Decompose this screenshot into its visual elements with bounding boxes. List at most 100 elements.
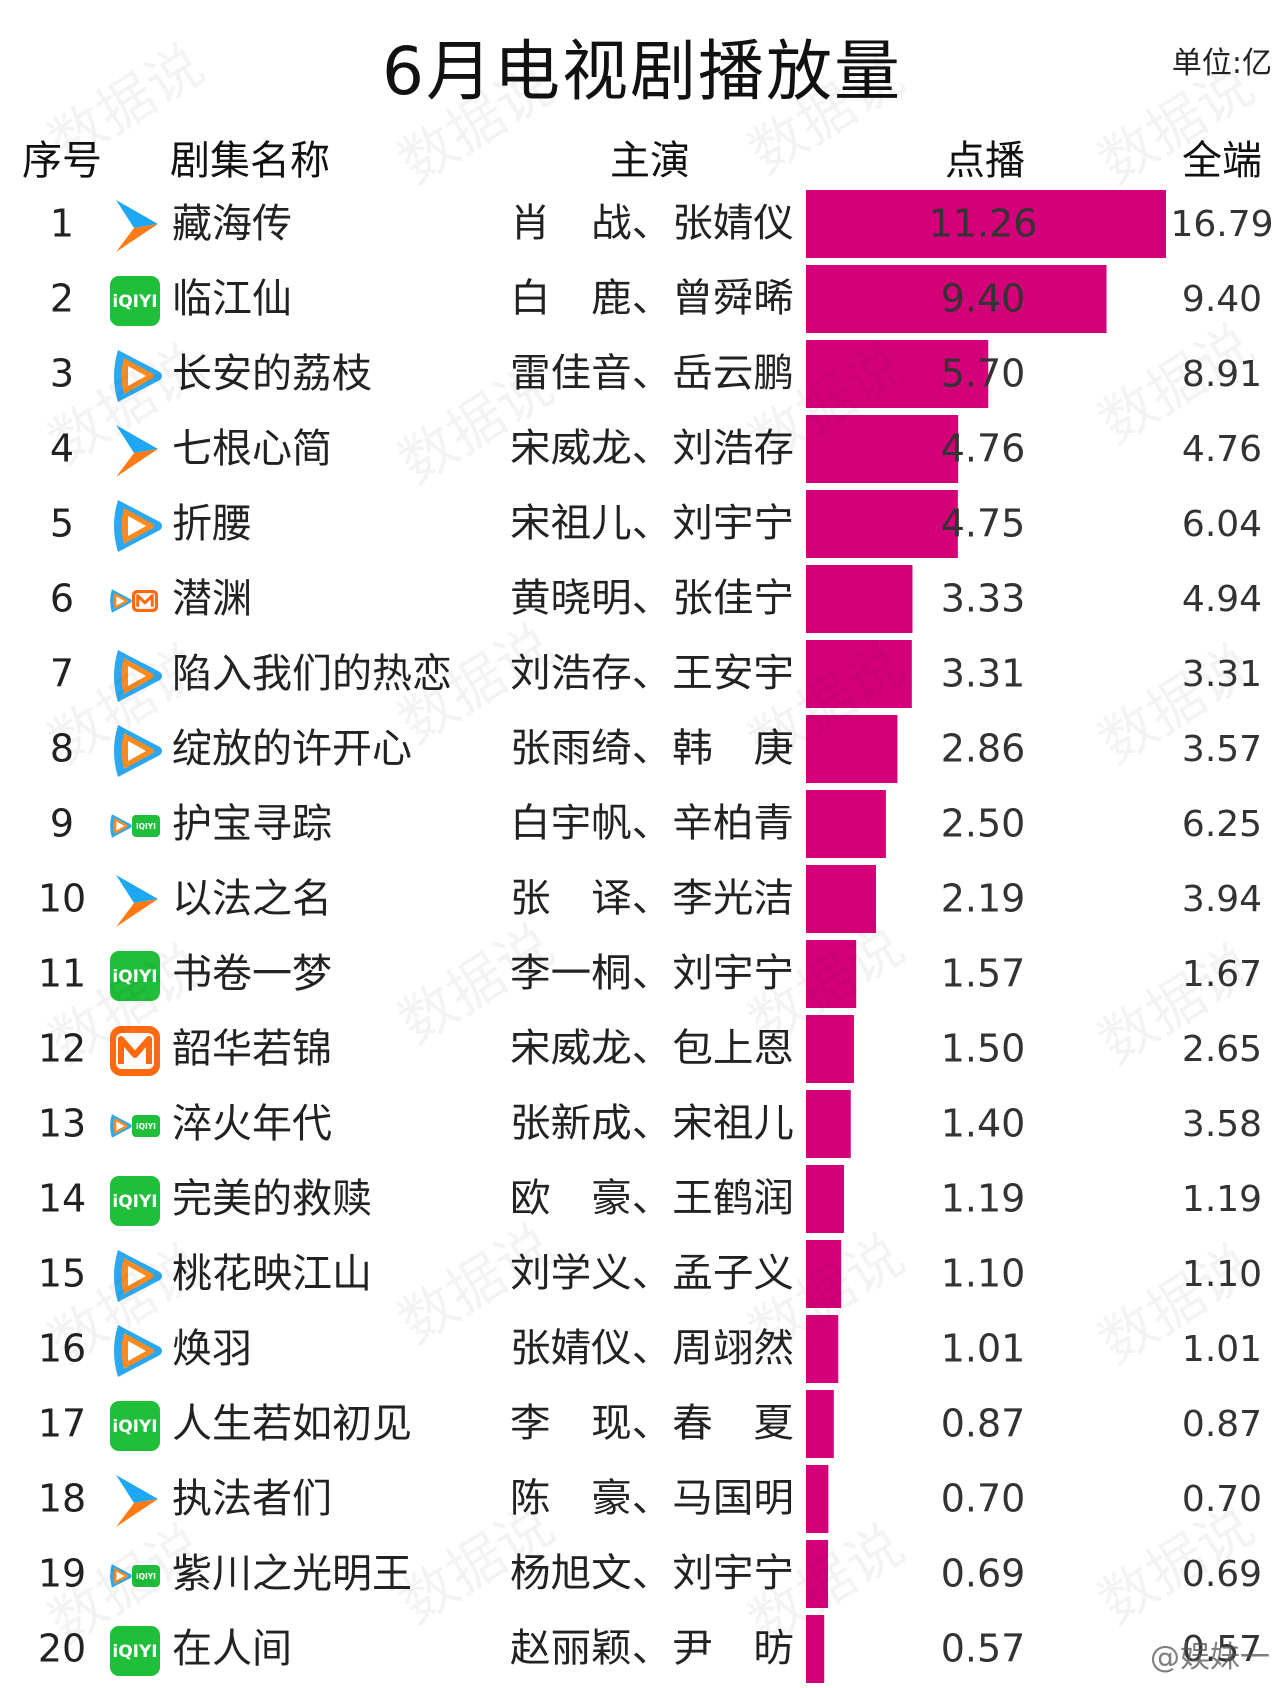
rank-label: 16	[38, 1327, 86, 1371]
total-value-label: 3.57	[1182, 729, 1262, 770]
rank-label: 1	[50, 202, 74, 246]
iqiyi-logo-icon: iQIYI	[110, 1176, 160, 1226]
vod-bar	[806, 340, 989, 408]
vod-value-label: 0.87	[941, 1402, 1026, 1446]
header-name: 剧集名称	[170, 138, 330, 184]
header-total: 全端	[1182, 138, 1262, 184]
vod-bar	[806, 190, 1166, 258]
vod-value-label: 1.50	[941, 1027, 1026, 1071]
vod-value-label: 3.31	[941, 652, 1026, 696]
table-row: iQIYI	[110, 1176, 160, 1226]
table-row	[110, 1026, 160, 1076]
vod-value-label: 2.19	[941, 877, 1026, 921]
drama-name: 陷入我们的热恋	[172, 651, 452, 697]
table-row	[114, 650, 162, 702]
vod-bar	[806, 1390, 834, 1458]
chart-title: 6月电视剧播放量	[382, 33, 902, 110]
cast-label: 白宇帆、辛柏青	[510, 802, 794, 847]
rank-label: 20	[38, 1627, 86, 1671]
cast-label: 肖 战、张婧仪	[510, 202, 794, 247]
weibo-watermark: @娱妹一	[1150, 1640, 1270, 1675]
rank-label: 3	[50, 352, 74, 396]
mango-logo-icon	[110, 1026, 160, 1076]
table-row	[110, 589, 158, 613]
drama-name: 淬火年代	[172, 1101, 332, 1147]
cast-label: 李一桐、刘宇宁	[510, 952, 794, 997]
vod-bar	[806, 1615, 825, 1683]
youku-logo-icon	[116, 875, 158, 927]
tencent-logo-icon	[114, 500, 162, 552]
rank-label: 9	[50, 802, 74, 846]
total-value-label: 0.57	[1182, 1629, 1262, 1670]
rank-label: 11	[38, 952, 86, 996]
rank-label: 6	[50, 577, 74, 621]
cast-label: 宋威龙、包上恩	[510, 1027, 794, 1072]
total-value-label: 0.70	[1182, 1479, 1262, 1520]
vod-value-label: 0.70	[941, 1477, 1026, 1521]
tencent-iqiyi-logo-icon: iQIYI	[110, 1114, 160, 1138]
total-value-label: 2.65	[1182, 1029, 1262, 1070]
drama-name: 藏海传	[172, 201, 292, 247]
total-value-label: 1.19	[1182, 1179, 1262, 1220]
vod-bar	[806, 715, 898, 783]
table-row: iQIYI	[110, 1401, 160, 1451]
table-row: iQIYI	[110, 951, 160, 1001]
vod-value-label: 1.40	[941, 1102, 1026, 1146]
cast-label: 杨旭文、刘宇宁	[510, 1552, 794, 1597]
drama-name: 人生若如初见	[172, 1401, 412, 1447]
svg-text:iQIYI: iQIYI	[136, 822, 156, 831]
vod-bar	[806, 1540, 829, 1608]
table-row	[114, 350, 162, 402]
total-value-label: 8.91	[1182, 354, 1262, 395]
vod-value-label: 2.50	[941, 802, 1026, 846]
table-row: iQIYI	[110, 1564, 160, 1588]
cast-label: 张新成、宋祖儿	[510, 1102, 794, 1147]
tencent-logo-icon	[114, 1325, 162, 1377]
cast-label: 宋祖儿、刘宇宁	[510, 502, 794, 547]
tencent-logo-icon	[114, 725, 162, 777]
table-row	[116, 425, 158, 477]
vod-bar	[806, 940, 857, 1008]
rank-label: 18	[38, 1477, 86, 1521]
vod-value-label: 2.86	[941, 727, 1026, 771]
table-row	[114, 725, 162, 777]
drama-name: 绽放的许开心	[172, 726, 412, 772]
vod-value-label: 0.57	[941, 1627, 1026, 1671]
vod-bar	[806, 1015, 854, 1083]
vod-value-label: 4.76	[941, 427, 1026, 471]
drama-name: 执法者们	[172, 1476, 332, 1522]
table-row	[116, 200, 158, 252]
drama-name: 潜渊	[172, 576, 252, 622]
table-row: iQIYI	[110, 1626, 160, 1676]
vod-bar	[806, 1090, 851, 1158]
total-value-label: 3.94	[1182, 879, 1262, 920]
iqiyi-logo-icon: iQIYI	[110, 1401, 160, 1451]
tencent-logo-icon	[114, 350, 162, 402]
vod-bar	[806, 415, 959, 483]
cast-label: 刘学义、孟子义	[510, 1252, 794, 1297]
svg-text:iQIYI: iQIYI	[112, 292, 157, 312]
drama-name: 完美的救赎	[172, 1176, 372, 1222]
drama-name: 紫川之光明王	[172, 1551, 412, 1597]
svg-text:iQIYI: iQIYI	[112, 967, 157, 987]
tencent-iqiyi-logo-icon: iQIYI	[110, 814, 160, 838]
youku-logo-icon	[116, 425, 158, 477]
drama-name: 以法之名	[172, 876, 332, 922]
cast-label: 欧 豪、王鹤润	[510, 1177, 794, 1222]
iqiyi-logo-icon: iQIYI	[110, 276, 160, 326]
total-value-label: 0.69	[1182, 1554, 1262, 1595]
vod-bar	[806, 1240, 842, 1308]
vod-bar	[806, 865, 877, 933]
rank-label: 19	[38, 1552, 86, 1596]
total-value-label: 0.87	[1182, 1404, 1262, 1445]
cast-label: 张婧仪、周翊然	[510, 1327, 794, 1372]
unit-label: 单位:亿	[1171, 46, 1272, 81]
tencent-iqiyi-logo-icon: iQIYI	[110, 1564, 160, 1588]
rank-label: 8	[50, 727, 74, 771]
header-cast: 主演	[610, 138, 690, 184]
vod-value-label: 1.01	[941, 1327, 1026, 1371]
total-value-label: 4.76	[1182, 429, 1262, 470]
tencent-logo-icon	[114, 1250, 162, 1302]
svg-text:iQIYI: iQIYI	[112, 1642, 157, 1662]
